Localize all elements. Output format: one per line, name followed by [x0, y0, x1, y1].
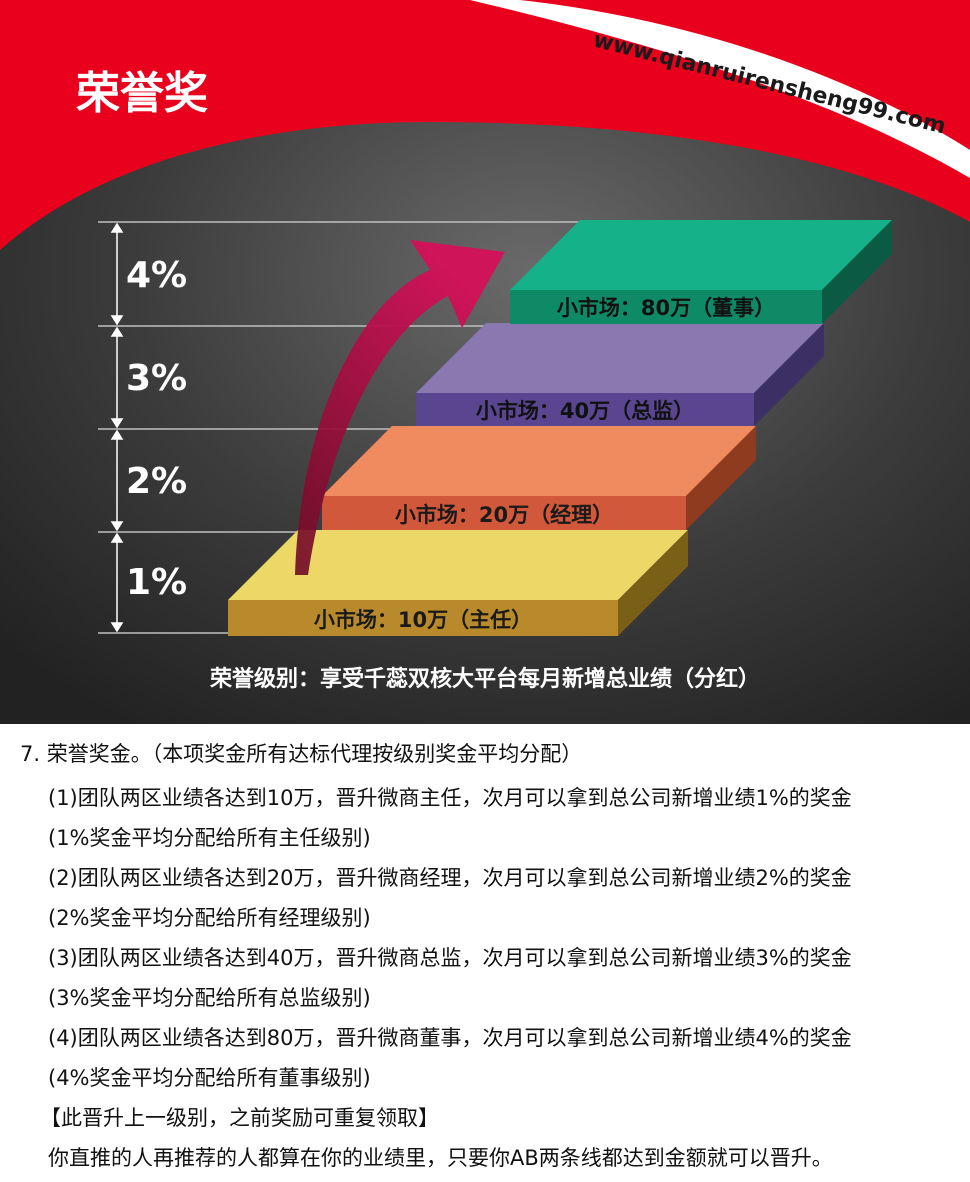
list-item: (3)团队两区业绩各达到40万，晋升微商总监，次月可以拿到总公司新增业绩3%的奖…	[48, 946, 852, 970]
step-supervisor: 小市场：10万（主任）	[228, 530, 688, 636]
step-label-director: 小市场：80万（董事）	[557, 296, 775, 320]
banner-graphic: 荣誉奖 www.qianruirensheng99.com 4% 3% 2% 1…	[0, 0, 970, 724]
list-item: (2%奖金平均分配给所有经理级别)	[48, 906, 371, 930]
honor-award-banner: 荣誉奖 www.qianruirensheng99.com 4% 3% 2% 1…	[0, 0, 970, 724]
step-manager: 小市场：20万（经理）	[322, 426, 756, 530]
list-item: (4%奖金平均分配给所有董事级别)	[48, 1066, 371, 1090]
growth-arrow	[295, 240, 505, 575]
level-arrows	[110, 222, 124, 633]
step-inspector: 小市场：40万（总监）	[416, 323, 824, 426]
list-item: 你直推的人再推荐的人都算在你的业绩里，只要你AB两条线都达到金额就可以晋升。	[48, 1146, 833, 1170]
percent-label-3: 3%	[126, 358, 187, 399]
step-label-supervisor: 小市场：10万（主任）	[314, 608, 532, 632]
step-label-inspector: 小市场：40万（总监）	[476, 399, 694, 423]
percent-label-1: 1%	[126, 562, 187, 603]
banner-title: 荣誉奖	[76, 68, 208, 119]
list-item: (3%奖金平均分配给所有总监级别)	[48, 986, 371, 1010]
banner-footer: 荣誉级别：享受千蕊双核大平台每月新增总业绩（分红）	[209, 666, 760, 692]
step-label-manager: 小市场：20万（经理）	[395, 503, 613, 527]
curved-arrow-icon	[295, 240, 505, 575]
list-item: (4)团队两区业绩各达到80万，晋升微商董事，次月可以拿到总公司新增业绩4%的奖…	[48, 1026, 852, 1050]
section-heading: 7. 荣誉奖金。（本项奖金所有达标代理按级别奖金平均分配）	[20, 742, 583, 766]
list-item: 【此晋升上一级别，之前奖励可重复领取】	[40, 1106, 439, 1130]
list-item: (1%奖金平均分配给所有主任级别)	[48, 826, 371, 850]
list-item: (1)团队两区业绩各达到10万，晋升微商主任，次月可以拿到总公司新增业绩1%的奖…	[48, 786, 852, 810]
list-item: (2)团队两区业绩各达到20万，晋升微商经理，次月可以拿到总公司新增业绩2%的奖…	[48, 866, 852, 890]
percent-label-4: 4%	[126, 255, 187, 296]
step-director: 小市场：80万（董事）	[510, 220, 892, 324]
percent-label-2: 2%	[126, 461, 187, 502]
description-text: 7. 荣誉奖金。（本项奖金所有达标代理按级别奖金平均分配） (1)团队两区业绩各…	[0, 724, 970, 1182]
